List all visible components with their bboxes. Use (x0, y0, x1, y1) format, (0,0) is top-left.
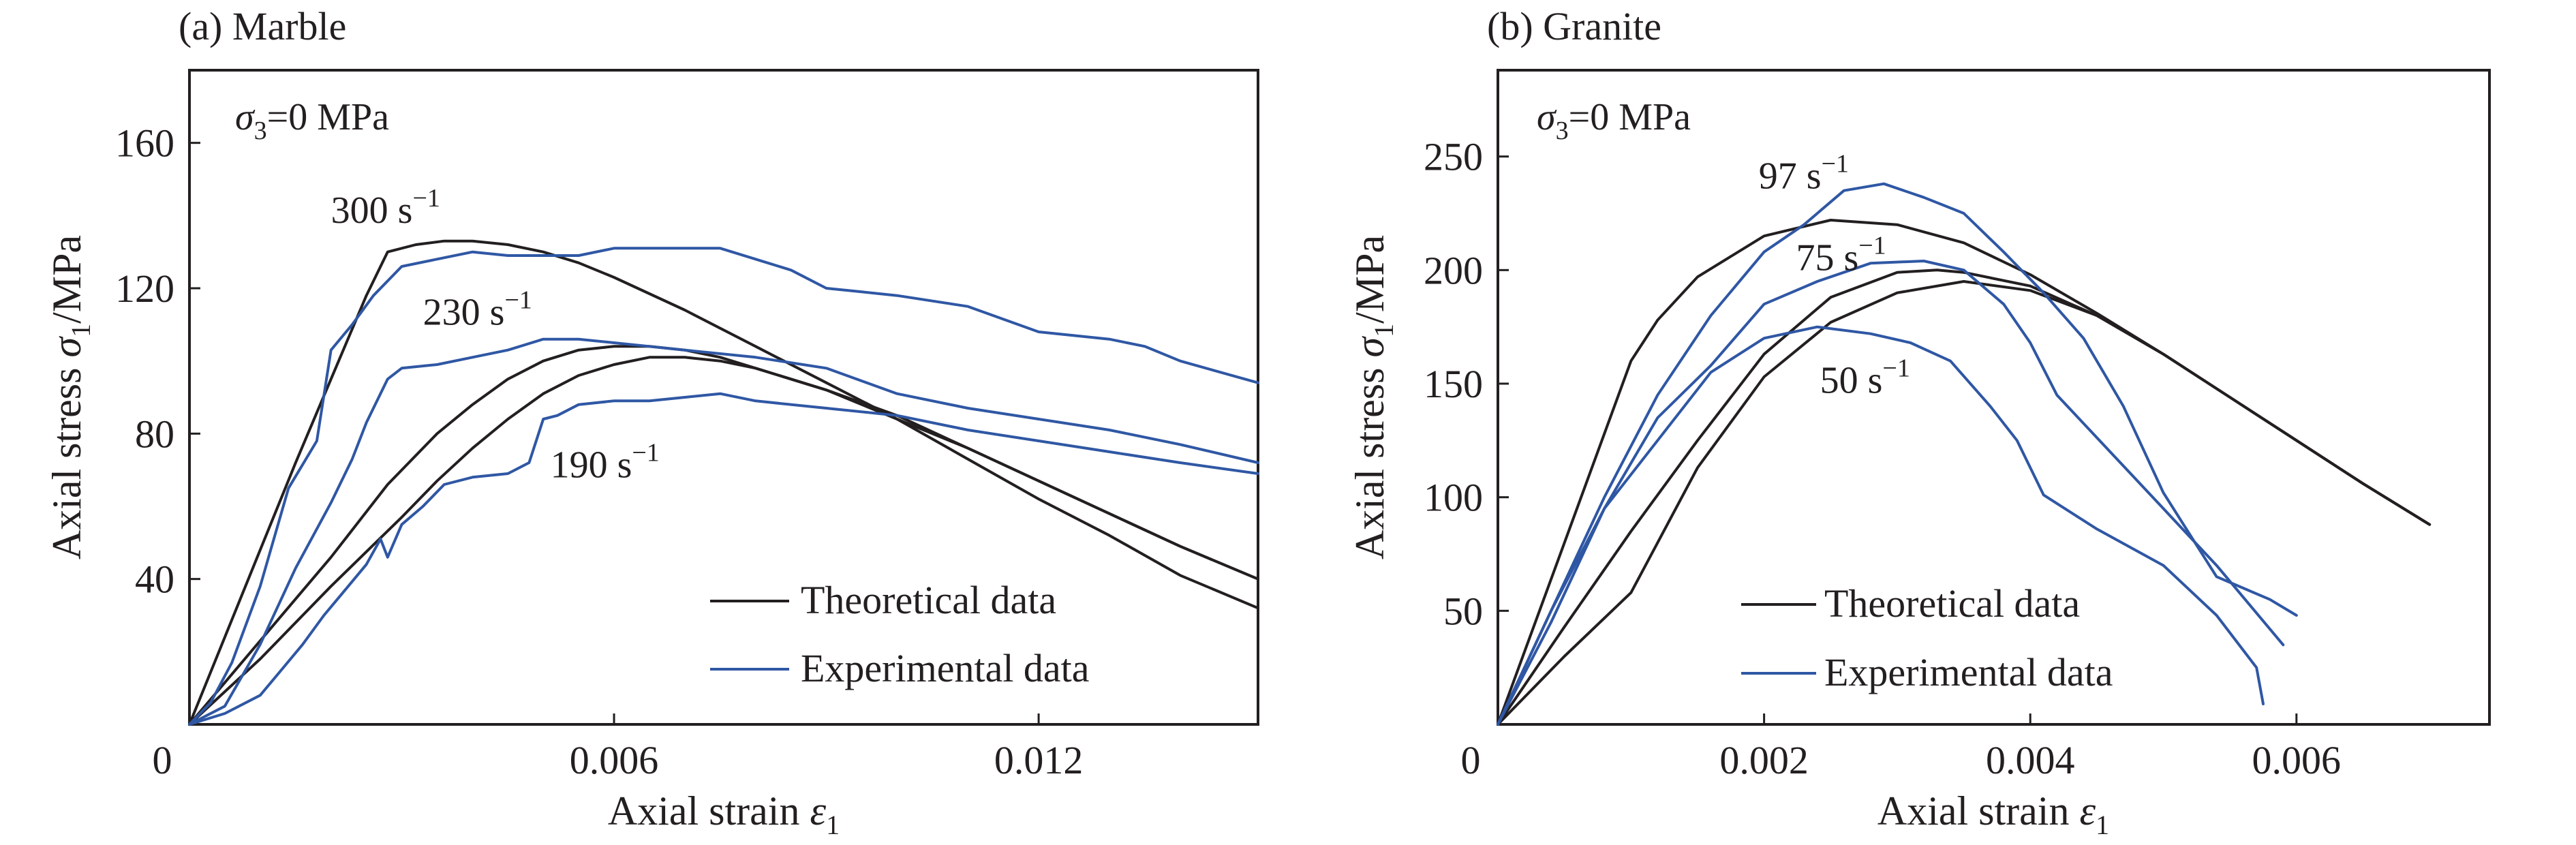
y-tick-label: 150 (1424, 362, 1483, 406)
y-axis-ticks: 50 100 150 200 250 (1424, 135, 1509, 633)
y-axis-ticks: 40 80 120 160 (115, 121, 200, 602)
theoretical-series-line (1497, 219, 2432, 726)
y-tick-label: 250 (1424, 135, 1483, 179)
x-axis-label: Axial strain ε1 (608, 788, 840, 840)
experimental-series-line (188, 392, 1259, 726)
y-tick-label: 100 (1424, 476, 1483, 520)
x-tick-label: 0.006 (570, 738, 659, 782)
strain-rate-label: 230 s−1 (423, 286, 532, 333)
x-tick-label: 0.006 (2252, 738, 2342, 782)
theoretical-series-line (188, 345, 1259, 726)
x-tick-label: 0 (153, 738, 172, 782)
rate-annotations: 97 s−1 75 s−1 50 s−1 (1759, 149, 1910, 401)
x-tick-label: 0 (1461, 738, 1481, 782)
x-axis-label: Axial strain ε1 (1877, 788, 2109, 840)
confining-pressure-label: σ3=0 MPa (1537, 96, 1691, 145)
legend: Theoretical data Experimental data (710, 578, 1090, 690)
x-tick-label: 0.012 (994, 738, 1084, 782)
series-lines (1497, 182, 2432, 726)
chart-panel-granite: (b) Granite 0 0.002 0.004 0.006 50 100 150 200… (1347, 4, 2491, 840)
x-tick-label: 0.004 (1986, 738, 2075, 782)
confining-pressure-label: σ3=0 MPa (235, 96, 389, 145)
y-tick-label: 200 (1424, 248, 1483, 292)
strain-rate-label: 300 s−1 (331, 184, 440, 232)
y-tick-label: 50 (1443, 589, 1483, 633)
experimental-series-line (188, 247, 1259, 726)
experimental-series-line (1497, 325, 2265, 726)
legend-label-theoretical: Theoretical data (801, 578, 1056, 622)
theoretical-series-line (1497, 280, 2432, 726)
legend-label-experimental: Experimental data (801, 646, 1090, 690)
strain-rate-label: 50 s−1 (1820, 354, 1910, 401)
y-axis-label: Axial stress σ1/MPa (44, 235, 96, 559)
y-tick-label: 160 (115, 121, 174, 166)
chart-title: (a) Marble (179, 4, 346, 48)
x-tick-label: 0.002 (1719, 738, 1809, 782)
y-tick-label: 80 (135, 412, 174, 456)
experimental-series-line (188, 337, 1259, 726)
strain-rate-label: 97 s−1 (1759, 149, 1849, 197)
x-axis-ticks: 0 0.006 0.012 (153, 713, 1084, 782)
y-tick-label: 120 (115, 266, 174, 311)
rate-annotations: 300 s−1 230 s−1 190 s−1 (331, 184, 660, 486)
plot-frame (188, 69, 1259, 726)
strain-rate-label: 75 s−1 (1796, 231, 1886, 279)
chart-title: (b) Granite (1487, 4, 1661, 48)
y-tick-label: 40 (135, 557, 174, 602)
theoretical-series-line (188, 239, 1259, 726)
chart-panel-marble: (a) Marble 0 0.006 0.012 40 80 120 160 300 s−… (44, 4, 1259, 840)
y-axis-label: Axial stress σ1/MPa (1347, 235, 1399, 559)
strain-rate-label: 190 s−1 (551, 438, 660, 486)
legend-label-experimental: Experimental data (1824, 650, 2113, 694)
legend: Theoretical data Experimental data (1741, 581, 2113, 694)
experimental-series-line (1497, 182, 2298, 726)
legend-label-theoretical: Theoretical data (1824, 581, 2080, 626)
plot-frame (1497, 69, 2491, 726)
series-lines (188, 239, 1259, 726)
theoretical-series-line (188, 356, 1259, 726)
experimental-series-line (1497, 260, 2285, 726)
x-axis-ticks: 0 0.002 0.004 0.006 (1461, 713, 2342, 782)
